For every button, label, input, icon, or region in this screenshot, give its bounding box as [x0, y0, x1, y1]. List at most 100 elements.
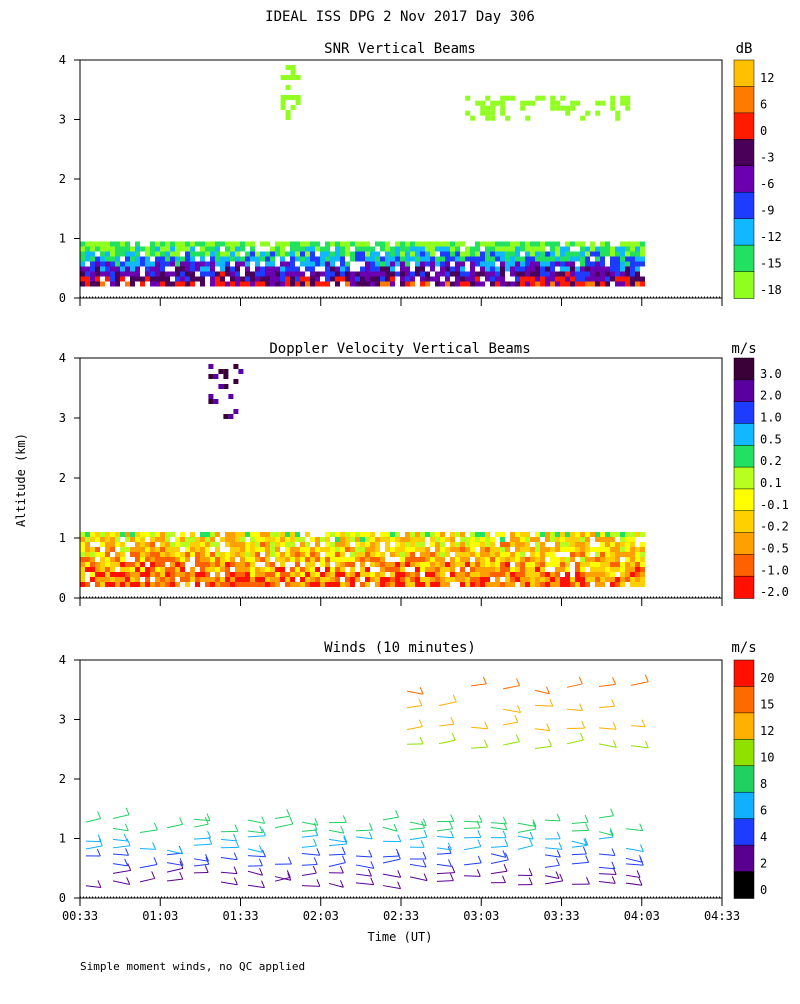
heat-cell	[95, 577, 100, 582]
heat-cell	[265, 282, 270, 287]
barb-flag	[313, 866, 316, 873]
heat-cell	[530, 267, 535, 272]
barb-flag	[343, 815, 346, 822]
heat-cell	[110, 267, 115, 272]
heat-cell	[555, 562, 560, 567]
barb-flag	[234, 867, 237, 874]
heat-cell	[600, 252, 605, 257]
heat-cell	[580, 247, 585, 252]
barb-shaft	[248, 836, 265, 837]
heat-cell	[350, 242, 355, 247]
heat-cell	[335, 272, 340, 277]
heat-cell	[445, 247, 450, 252]
heat-cell	[490, 247, 495, 252]
barb-shaft	[599, 867, 615, 868]
heat-cell	[260, 282, 265, 287]
heat-cell	[215, 547, 220, 552]
heat-cell	[85, 547, 90, 552]
heat-cell	[90, 567, 95, 572]
heat-cell	[235, 547, 240, 552]
barb-shaft	[167, 824, 183, 827]
heat-cell	[450, 247, 455, 252]
heat-cell	[245, 532, 250, 537]
heat-cell	[630, 242, 635, 247]
heat-cell	[500, 582, 505, 587]
heat-cell	[305, 552, 310, 557]
heat-cell	[455, 547, 460, 552]
heat-cell	[430, 537, 435, 542]
heat-cell	[405, 552, 410, 557]
heat-cell	[205, 252, 210, 257]
heat-cell	[435, 547, 440, 552]
heat-cell	[340, 532, 345, 537]
heat-cell	[490, 257, 495, 262]
x-tick-label: 03:03	[463, 909, 499, 923]
heat-cell	[515, 262, 520, 267]
heat-cell	[205, 557, 210, 562]
heat-cell	[165, 542, 170, 547]
heat-cell	[455, 542, 460, 547]
heat-cell	[296, 75, 301, 80]
heat-cell	[155, 547, 160, 552]
heat-cell	[595, 572, 600, 577]
heat-cell	[320, 262, 325, 267]
heat-cell	[535, 547, 540, 552]
heat-cell	[305, 562, 310, 567]
heat-cell	[305, 542, 310, 547]
barb-shaft	[599, 854, 615, 855]
heat-cell	[430, 532, 435, 537]
heat-cell	[520, 532, 525, 537]
heat-cell	[380, 282, 385, 287]
heat-cell	[350, 557, 355, 562]
heat-cell	[100, 557, 105, 562]
heat-cell	[350, 582, 355, 587]
heat-cell	[95, 562, 100, 567]
heat-cell	[195, 242, 200, 247]
heat-cell	[300, 282, 305, 287]
heat-cell	[610, 572, 615, 577]
heat-cell	[615, 262, 620, 267]
heat-cell	[145, 542, 150, 547]
heat-cell	[325, 272, 330, 277]
heat-cell	[555, 252, 560, 257]
heat-cell	[340, 572, 345, 577]
heat-cell	[223, 369, 228, 374]
heat-cell	[80, 257, 85, 262]
x-tick-label: 04:03	[624, 909, 660, 923]
heat-cell	[380, 247, 385, 252]
heat-cell	[285, 267, 290, 272]
heat-cell	[455, 267, 460, 272]
heat-cell	[260, 252, 265, 257]
y-tick-label: 0	[59, 291, 66, 305]
heat-cell	[100, 257, 105, 262]
heat-cell	[605, 552, 610, 557]
heat-cell	[485, 111, 490, 116]
heat-cell	[270, 277, 275, 282]
heat-cell	[355, 242, 360, 247]
heat-cell	[290, 267, 295, 272]
heat-cell	[630, 537, 635, 542]
barb-shaft	[471, 727, 488, 728]
heat-cell	[335, 582, 340, 587]
heat-cell	[540, 557, 545, 562]
heat-cell	[110, 272, 115, 277]
colorbar-swatch	[734, 219, 754, 246]
barb-shaft	[302, 830, 317, 831]
barb-shaft	[437, 836, 454, 837]
heat-cell	[305, 557, 310, 562]
heat-cell	[340, 562, 345, 567]
heat-cell	[435, 242, 440, 247]
heat-cell	[275, 277, 280, 282]
heat-cell	[485, 242, 490, 247]
heat-cell	[225, 557, 230, 562]
heat-cell	[460, 582, 465, 587]
heat-cell	[325, 282, 330, 287]
heat-cell	[208, 394, 213, 399]
barb-shaft	[535, 705, 553, 706]
heat-cell	[515, 252, 520, 257]
heat-cell	[90, 532, 95, 537]
heat-cell	[240, 247, 245, 252]
heat-cell	[490, 272, 495, 277]
heat-cell	[275, 537, 280, 542]
heat-cell	[585, 547, 590, 552]
